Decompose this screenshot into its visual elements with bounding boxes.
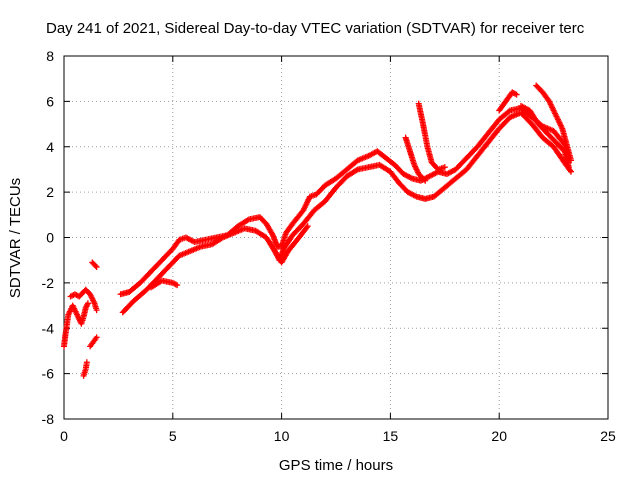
x-tick-label: 20 bbox=[491, 428, 507, 444]
data-point bbox=[567, 167, 574, 174]
x-tick-labels: 0 5 10 15 20 25 bbox=[60, 428, 616, 444]
x-tick-label: 5 bbox=[169, 428, 177, 444]
data-point bbox=[513, 91, 520, 98]
y-tick-label: 6 bbox=[46, 93, 54, 109]
data-point bbox=[303, 224, 310, 231]
grid bbox=[64, 56, 608, 419]
x-tick-label: 10 bbox=[274, 428, 290, 444]
data-point bbox=[174, 282, 181, 289]
data-point bbox=[93, 334, 100, 341]
data-point bbox=[441, 164, 448, 171]
y-tick-label: 0 bbox=[46, 230, 54, 246]
data-point bbox=[93, 307, 100, 314]
x-tick-label: 25 bbox=[600, 428, 616, 444]
y-tick-labels: -8 -6 -4 -2 0 2 4 6 8 bbox=[42, 48, 55, 427]
y-axis-label: SDTVAR / TECUs bbox=[7, 178, 24, 298]
y-tick-label: -4 bbox=[42, 320, 55, 336]
x-tick-label: 15 bbox=[383, 428, 399, 444]
data-point bbox=[565, 164, 572, 171]
ticks bbox=[63, 55, 609, 420]
chart-title: Day 241 of 2021, Sidereal Day-to-day VTE… bbox=[46, 20, 585, 37]
x-tick-label: 0 bbox=[60, 428, 68, 444]
data-point bbox=[84, 300, 91, 307]
data-markers bbox=[61, 82, 575, 379]
y-tick-label: 2 bbox=[46, 184, 54, 200]
y-tick-label: -8 bbox=[42, 411, 55, 427]
data-point bbox=[568, 168, 575, 175]
y-tick-label: 4 bbox=[46, 139, 54, 155]
data-point bbox=[422, 177, 429, 184]
data-point bbox=[92, 262, 99, 269]
data-point bbox=[421, 176, 428, 183]
data-point bbox=[83, 359, 90, 366]
y-tick-label: -2 bbox=[42, 275, 55, 291]
x-axis-label: GPS time / hours bbox=[279, 457, 393, 474]
data-point bbox=[93, 263, 100, 270]
data-point bbox=[505, 108, 512, 115]
y-tick-label: 8 bbox=[46, 48, 54, 64]
y-tick-label: -6 bbox=[42, 366, 55, 382]
data-point bbox=[304, 223, 311, 230]
